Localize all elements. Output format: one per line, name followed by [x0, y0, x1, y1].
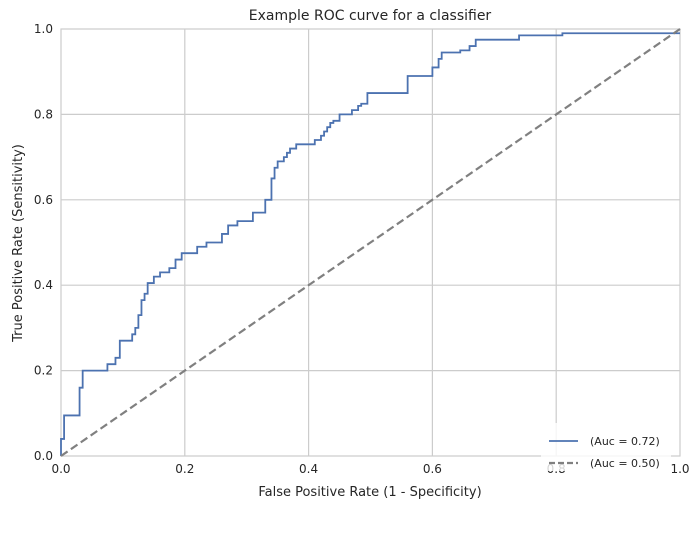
legend: (Auc = 0.72) (Auc = 0.50)	[541, 423, 671, 471]
y-tick-label: 0.4	[34, 278, 53, 292]
y-tick-label: 0.8	[34, 107, 53, 121]
x-tick-label: 0.4	[299, 462, 318, 476]
x-axis-label: False Positive Rate (1 - Specificity)	[258, 485, 481, 500]
y-axis-label: True Positive Rate (Sensitivity)	[11, 144, 26, 343]
roc-curve-line	[60, 32, 680, 456]
y-gridlines	[61, 113, 680, 372]
y-tick-label: 1.0	[34, 22, 53, 36]
x-tick-label: 0.2	[175, 462, 194, 476]
x-tick-label: 1.0	[670, 462, 689, 476]
series-layer	[60, 28, 681, 457]
chart-title: Example ROC curve for a classifier	[249, 8, 492, 24]
legend-box	[541, 423, 671, 471]
y-tick-labels: 0.0 0.2 0.4 0.6 0.8 1.0	[34, 22, 53, 463]
y-tick-label: 0.0	[34, 449, 53, 463]
x-tick-label: 0.0	[51, 462, 70, 476]
y-tick-label: 0.2	[34, 364, 53, 378]
y-tick-label: 0.6	[34, 193, 53, 207]
chance-line	[60, 28, 681, 457]
legend-label: (Auc = 0.72)	[590, 435, 660, 448]
x-gridlines	[184, 29, 557, 456]
plot-frame	[60, 28, 681, 457]
legend-label: (Auc = 0.50)	[590, 457, 660, 470]
x-tick-label: 0.6	[423, 462, 442, 476]
